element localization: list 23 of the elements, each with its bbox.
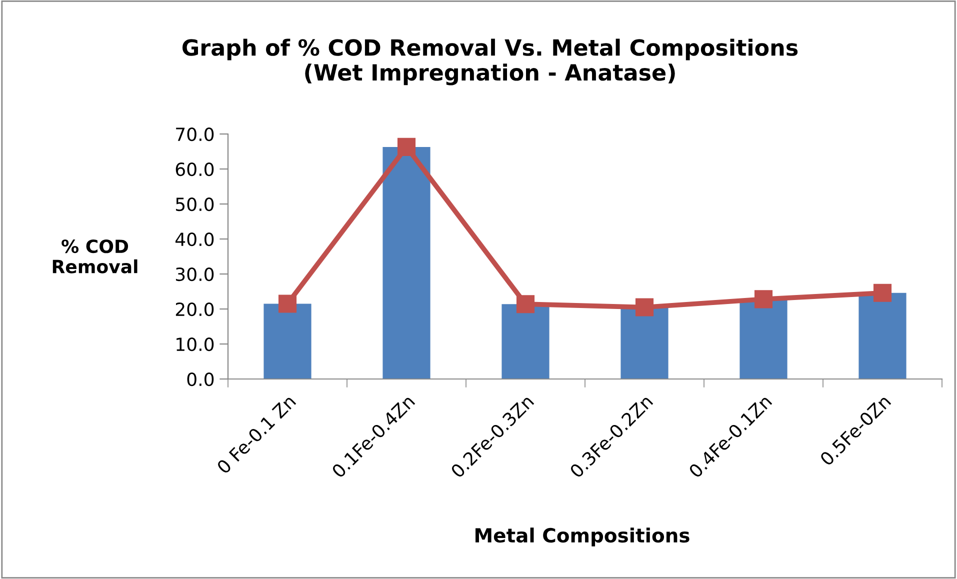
y-tick-label: 20.0 [176, 302, 214, 316]
y-tick-label: 60.0 [176, 162, 214, 176]
bar [264, 304, 312, 379]
point [635, 298, 654, 316]
point [397, 138, 416, 156]
chart-title: Graph of % COD Removal Vs. Metal Compositions (Wet Impregnation - Anatase) [182, 38, 798, 86]
y-axis-title: % COD Removal [52, 239, 138, 274]
point [278, 294, 297, 313]
bar [740, 299, 788, 379]
point [873, 284, 892, 302]
point [516, 295, 535, 314]
y-tick-label: 70.0 [176, 127, 214, 142]
bar [502, 304, 550, 379]
x-axis-title: Metal Compositions [476, 528, 690, 546]
y-tick-label: 30.0 [176, 267, 214, 282]
bar [382, 146, 430, 379]
bar [858, 292, 906, 379]
bar [620, 307, 668, 379]
point [754, 290, 773, 308]
y-tick-label: 0.0 [187, 372, 214, 386]
y-tick-label: 40.0 [175, 232, 214, 246]
y-tick-label: 50.0 [176, 197, 214, 212]
y-tick-label: 10.0 [176, 337, 214, 352]
